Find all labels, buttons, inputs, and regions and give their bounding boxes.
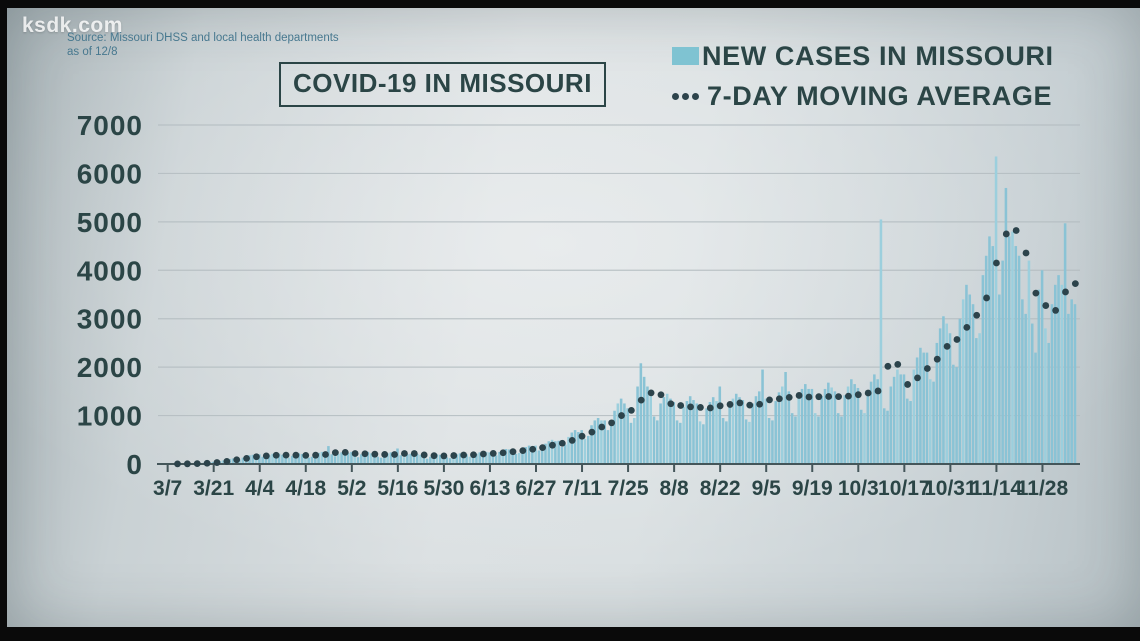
svg-text:6000: 6000	[77, 158, 143, 189]
svg-text:7/11: 7/11	[562, 477, 602, 500]
svg-text:3/21: 3/21	[193, 477, 234, 500]
svg-text:6/13: 6/13	[470, 477, 511, 500]
legend-label-moving-average: 7-DAY MOVING AVERAGE	[707, 80, 1053, 111]
svg-text:1000: 1000	[77, 401, 143, 432]
grid-lines	[158, 124, 1080, 417]
svg-text:3/7: 3/7	[153, 477, 182, 500]
source-line-1: Source: Missouri DHSS and local health d…	[67, 32, 339, 44]
chart-canvas: 0 1000 2000 3000 4000 5000 6000 7000 3/7 3/21 4/4 4…	[77, 110, 1080, 500]
source-attribution: Source: Missouri DHSS and local health d…	[67, 31, 339, 59]
svg-text:3000: 3000	[77, 304, 143, 335]
svg-text:9/19: 9/19	[792, 477, 833, 500]
legend-item-moving-average: 7-DAY MOVING AVERAGE	[672, 76, 1054, 116]
legend-item-new-cases: NEW CASES IN MISSOURI	[672, 36, 1054, 76]
svg-text:4/18: 4/18	[285, 477, 326, 500]
broadcast-graphic-background: ksdk.com Source: Missouri DHSS and local…	[7, 8, 1140, 627]
svg-text:7/25: 7/25	[608, 477, 649, 500]
svg-text:10/31: 10/31	[924, 477, 977, 500]
x-axis: 3/7 3/21 4/4 4/18 5/2 5/16 5/30 6/13 6/27 7/11 7/2…	[153, 463, 1080, 500]
svg-text:9/5: 9/5	[752, 477, 782, 500]
svg-text:5/16: 5/16	[377, 477, 418, 500]
bar-series-swatch-icon	[672, 47, 699, 65]
svg-text:10/3: 10/3	[838, 477, 879, 500]
svg-text:7000: 7000	[77, 110, 143, 141]
legend-label-new-cases: NEW CASES IN MISSOURI	[702, 40, 1054, 71]
moving-average-dots	[174, 227, 1079, 468]
svg-text:11/28: 11/28	[1017, 477, 1069, 500]
y-axis-labels: 0 1000 2000 3000 4000 5000 6000 7000	[77, 110, 143, 480]
source-line-2: as of 12/8	[67, 46, 118, 58]
svg-text:0: 0	[126, 449, 143, 480]
station-logo: ksdk.com	[22, 14, 123, 37]
svg-text:5/30: 5/30	[423, 477, 464, 500]
legend: NEW CASES IN MISSOURI 7-DAY MOVING AVERA…	[672, 36, 1054, 116]
svg-text:8/22: 8/22	[700, 477, 741, 500]
dotted-line-swatch-icon	[672, 92, 702, 100]
svg-text:8/8: 8/8	[660, 477, 690, 500]
svg-text:4000: 4000	[77, 255, 143, 286]
chart-title: COVID-19 IN MISSOURI	[279, 62, 606, 107]
svg-text:11/14: 11/14	[971, 477, 1023, 500]
svg-text:5000: 5000	[77, 207, 143, 238]
svg-text:10/17: 10/17	[878, 477, 931, 500]
bars-series-new-cases	[166, 156, 1077, 465]
svg-text:6/27: 6/27	[516, 477, 557, 500]
svg-text:2000: 2000	[77, 352, 143, 383]
svg-text:5/2: 5/2	[337, 477, 366, 500]
svg-text:4/4: 4/4	[245, 477, 275, 500]
